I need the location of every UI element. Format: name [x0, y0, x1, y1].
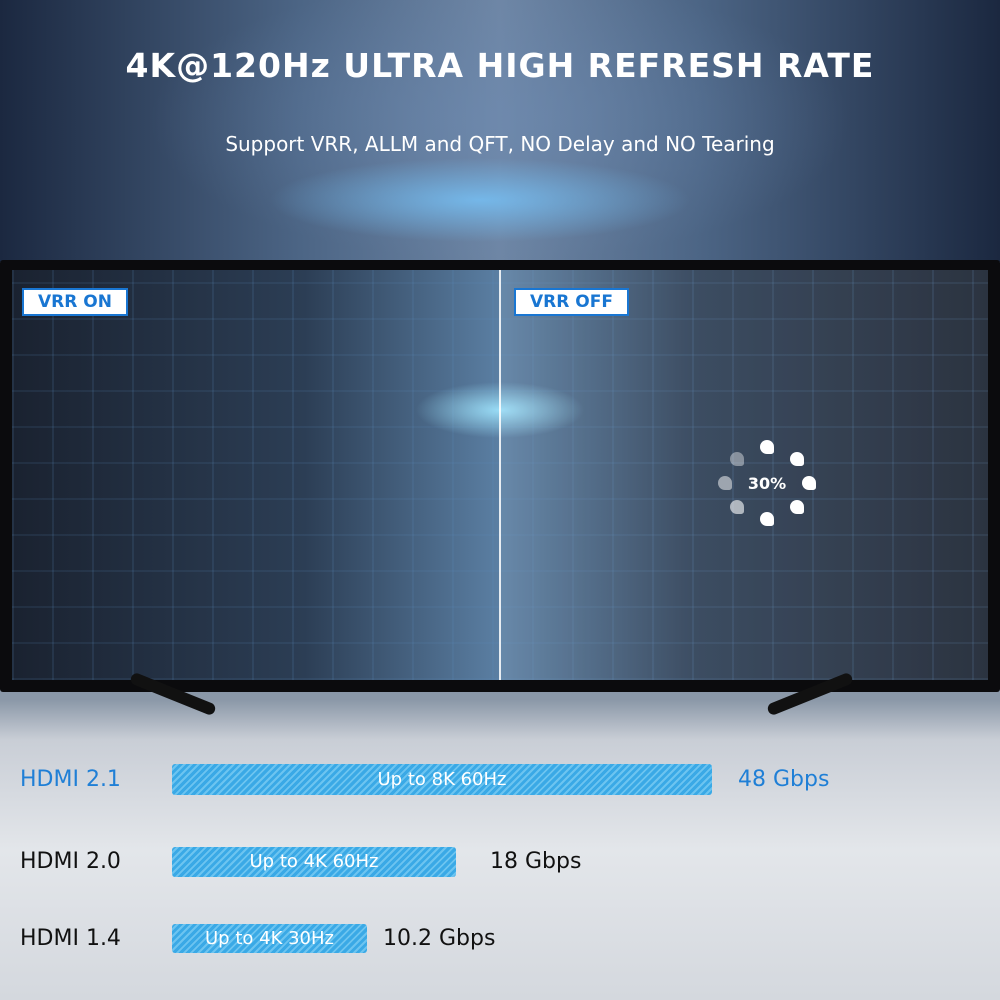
loading-percent: 30% [747, 473, 787, 493]
bandwidth-value: 18 Gbps [490, 849, 582, 874]
bar-spec: Up to 4K 60Hz [249, 851, 379, 872]
hdmi-version: HDMI 1.4 [20, 926, 121, 951]
page-subtitle: Support VRR, ALLM and QFT, NO Delay and … [225, 132, 775, 156]
tv-frame: VRR ON VRR OFF 30% [0, 260, 1000, 692]
bandwidth-bar: Up to 4K 60Hz [172, 847, 456, 877]
bar-spec: Up to 4K 30Hz [205, 928, 334, 949]
vrr-off-half [500, 270, 988, 680]
bandwidth-value: 10.2 Gbps [383, 926, 496, 951]
hero-background [0, 0, 1000, 262]
tv-screen: VRR ON VRR OFF 30% [12, 270, 988, 680]
loading-spinner-icon: 30% [712, 438, 822, 528]
bandwidth-bar: Up to 8K 60Hz [172, 764, 712, 795]
hdmi-version: HDMI 2.1 [20, 767, 121, 792]
bandwidth-value: 48 Gbps [738, 767, 830, 792]
hdmi-version: HDMI 2.0 [20, 849, 121, 874]
split-divider [499, 270, 501, 680]
bandwidth-bar: Up to 4K 30Hz [172, 924, 367, 953]
vrr-off-badge: VRR OFF [514, 288, 629, 316]
page-title: 4K@120Hz ULTRA HIGH REFRESH RATE [125, 46, 875, 85]
vrr-on-badge: VRR ON [22, 288, 128, 316]
bar-spec: Up to 8K 60Hz [377, 769, 507, 790]
